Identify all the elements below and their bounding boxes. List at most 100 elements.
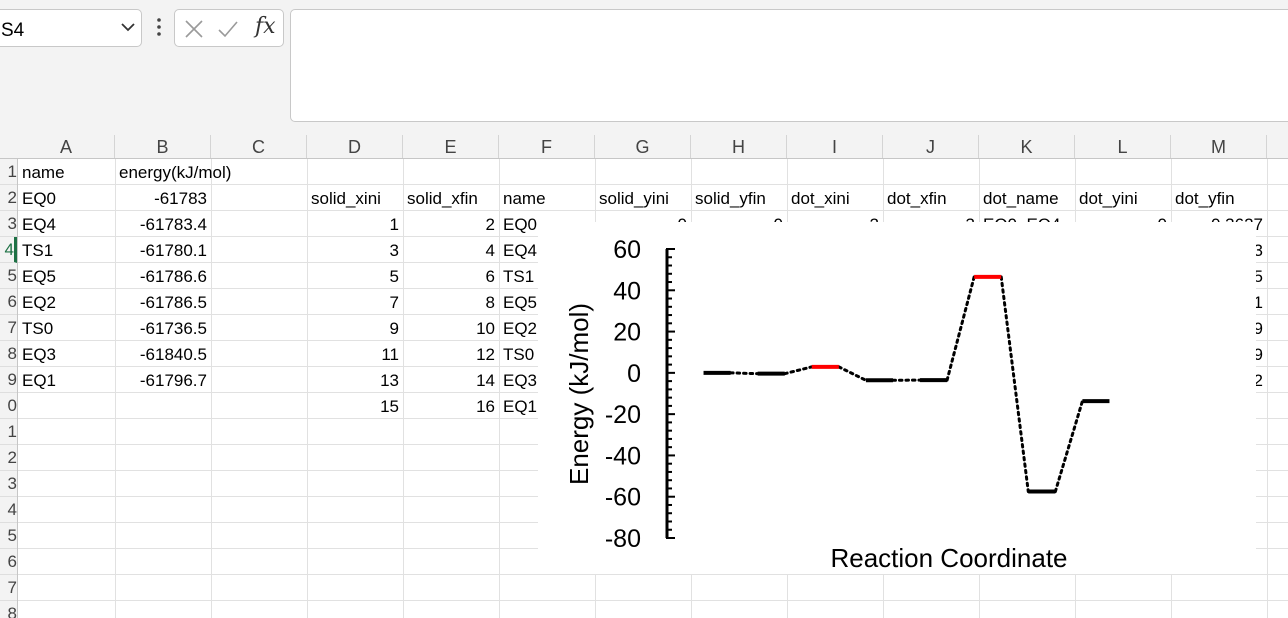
cell-e2[interactable]: solid_xfin <box>407 189 478 208</box>
grid-line <box>18 600 1288 601</box>
cell-f2[interactable]: name <box>503 189 546 208</box>
energy-diagram-chart[interactable]: 60 40 20 0 -20 -40 -60 -80 Energy (kJ/mol) Reacti… <box>538 222 1256 574</box>
cell-d9[interactable]: 13 <box>380 371 399 390</box>
cell-a3[interactable]: EQ4 <box>22 215 57 234</box>
cell-a9[interactable]: EQ1 <box>22 371 57 390</box>
cell-m8[interactable]: 9 <box>1253 345 1263 364</box>
cell-d5[interactable]: 5 <box>389 267 399 286</box>
row-header[interactable]: 5 <box>0 523 17 549</box>
column-header-c[interactable]: C <box>211 135 307 158</box>
row-header[interactable]: 4 <box>0 497 17 523</box>
cell-b1[interactable]: energy(kJ/mol) <box>119 163 232 182</box>
cell-f8[interactable]: TS0 <box>503 345 535 364</box>
column-header-d[interactable]: D <box>307 135 403 158</box>
name-box[interactable]: S4 <box>0 9 142 47</box>
cell-b9[interactable]: -61796.7 <box>139 371 207 390</box>
cell-b8[interactable]: -61840.5 <box>139 345 207 364</box>
cell-m4[interactable]: 3 <box>1253 241 1263 260</box>
row-header[interactable]: 3 <box>0 471 17 497</box>
column-header-j[interactable]: J <box>883 135 979 158</box>
cell-m9[interactable]: 2 <box>1253 371 1263 390</box>
more-options-icon[interactable] <box>154 15 164 39</box>
cell-d7[interactable]: 9 <box>389 319 399 338</box>
cell-d6[interactable]: 7 <box>389 293 399 312</box>
row-header[interactable]: 6 <box>0 289 17 315</box>
column-header-k[interactable]: K <box>979 135 1075 158</box>
cell-d2[interactable]: solid_xini <box>311 189 381 208</box>
cell-d10[interactable]: 15 <box>380 397 399 416</box>
row-header[interactable]: 5 <box>0 263 17 289</box>
cell-f5[interactable]: TS1 <box>503 267 535 286</box>
row-header[interactable]: 0 <box>0 393 17 419</box>
row-header[interactable]: 9 <box>0 367 17 393</box>
column-header-b[interactable]: B <box>115 135 211 158</box>
cell-a1[interactable]: name <box>22 163 65 182</box>
connector-eq4-ts1 <box>783 365 814 376</box>
cell-e6[interactable]: 8 <box>485 293 495 312</box>
row-header[interactable]: 7 <box>0 315 17 341</box>
cell-a2[interactable]: EQ0 <box>22 189 57 208</box>
cell-m2[interactable]: dot_yfin <box>1175 189 1235 208</box>
cell-m5[interactable]: 5 <box>1253 267 1263 286</box>
cell-b4[interactable]: -61780.1 <box>139 241 207 260</box>
row-header[interactable]: 7 <box>0 575 17 601</box>
cell-k2[interactable]: dot_name <box>983 189 1059 208</box>
row-header[interactable]: 2 <box>0 445 17 471</box>
row-header[interactable]: 8 <box>0 341 17 367</box>
cell-m6[interactable]: 1 <box>1253 293 1263 312</box>
cell-a6[interactable]: EQ2 <box>22 293 57 312</box>
cell-f9[interactable]: EQ3 <box>503 371 538 390</box>
cell-j2[interactable]: dot_xfin <box>887 189 947 208</box>
cell-b3[interactable]: -61783.4 <box>139 215 207 234</box>
insert-function-button[interactable]: fx <box>255 14 276 39</box>
cell-e7[interactable]: 10 <box>476 319 495 338</box>
cell-i2[interactable]: dot_xini <box>791 189 850 208</box>
column-header-f[interactable]: F <box>499 135 595 158</box>
column-header-a[interactable]: A <box>18 135 115 158</box>
cell-e5[interactable]: 6 <box>485 267 495 286</box>
column-header-l[interactable]: L <box>1075 135 1171 158</box>
cell-d4[interactable]: 3 <box>389 241 399 260</box>
row-header[interactable]: 3 <box>0 211 17 237</box>
column-header-e[interactable]: E <box>403 135 499 158</box>
cell-m7[interactable]: 9 <box>1253 319 1263 338</box>
row-header[interactable]: 1 <box>0 159 17 185</box>
cell-e10[interactable]: 16 <box>476 397 495 416</box>
cell-b7[interactable]: -61736.5 <box>139 319 207 338</box>
cell-a4[interactable]: TS1 <box>22 241 54 260</box>
cell-a8[interactable]: EQ3 <box>22 345 57 364</box>
cell-g2[interactable]: solid_yini <box>599 189 669 208</box>
cell-e4[interactable]: 4 <box>485 241 495 260</box>
cell-a5[interactable]: EQ5 <box>22 267 57 286</box>
cell-e3[interactable]: 2 <box>485 215 495 234</box>
cell-f6[interactable]: EQ5 <box>503 293 538 312</box>
cell-b2[interactable]: -61783 <box>154 189 207 208</box>
row-header[interactable]: 6 <box>0 549 17 575</box>
column-header-m[interactable]: M <box>1171 135 1267 158</box>
cell-b5[interactable]: -61786.6 <box>139 267 207 286</box>
column-header-i[interactable]: I <box>787 135 883 158</box>
row-header[interactable]: 4 <box>0 237 17 263</box>
column-header-g[interactable]: G <box>595 135 691 158</box>
row-header[interactable]: 8 <box>0 601 17 618</box>
enter-check-icon[interactable] <box>217 18 239 40</box>
chevron-down-icon[interactable] <box>119 18 137 36</box>
cell-f7[interactable]: EQ2 <box>503 319 538 338</box>
cell-a7[interactable]: TS0 <box>22 319 54 338</box>
row-header[interactable]: 2 <box>0 185 17 211</box>
cell-f10[interactable]: EQ1 <box>503 397 538 416</box>
cell-d8[interactable]: 11 <box>381 345 399 364</box>
cell-b6[interactable]: -61786.5 <box>139 293 207 312</box>
cell-d3[interactable]: 1 <box>389 215 399 234</box>
cell-f3[interactable]: EQ0 <box>503 215 538 234</box>
select-all-corner[interactable] <box>0 135 18 158</box>
cell-e9[interactable]: 14 <box>476 371 495 390</box>
cell-e8[interactable]: 12 <box>476 345 495 364</box>
cell-f4[interactable]: EQ4 <box>503 241 538 260</box>
cell-l2[interactable]: dot_yini <box>1079 189 1138 208</box>
row-header[interactable]: 1 <box>0 419 17 445</box>
cell-h2[interactable]: solid_yfin <box>695 189 766 208</box>
cancel-icon[interactable] <box>183 18 205 40</box>
column-header-h[interactable]: H <box>691 135 787 158</box>
formula-input[interactable] <box>290 9 1288 122</box>
